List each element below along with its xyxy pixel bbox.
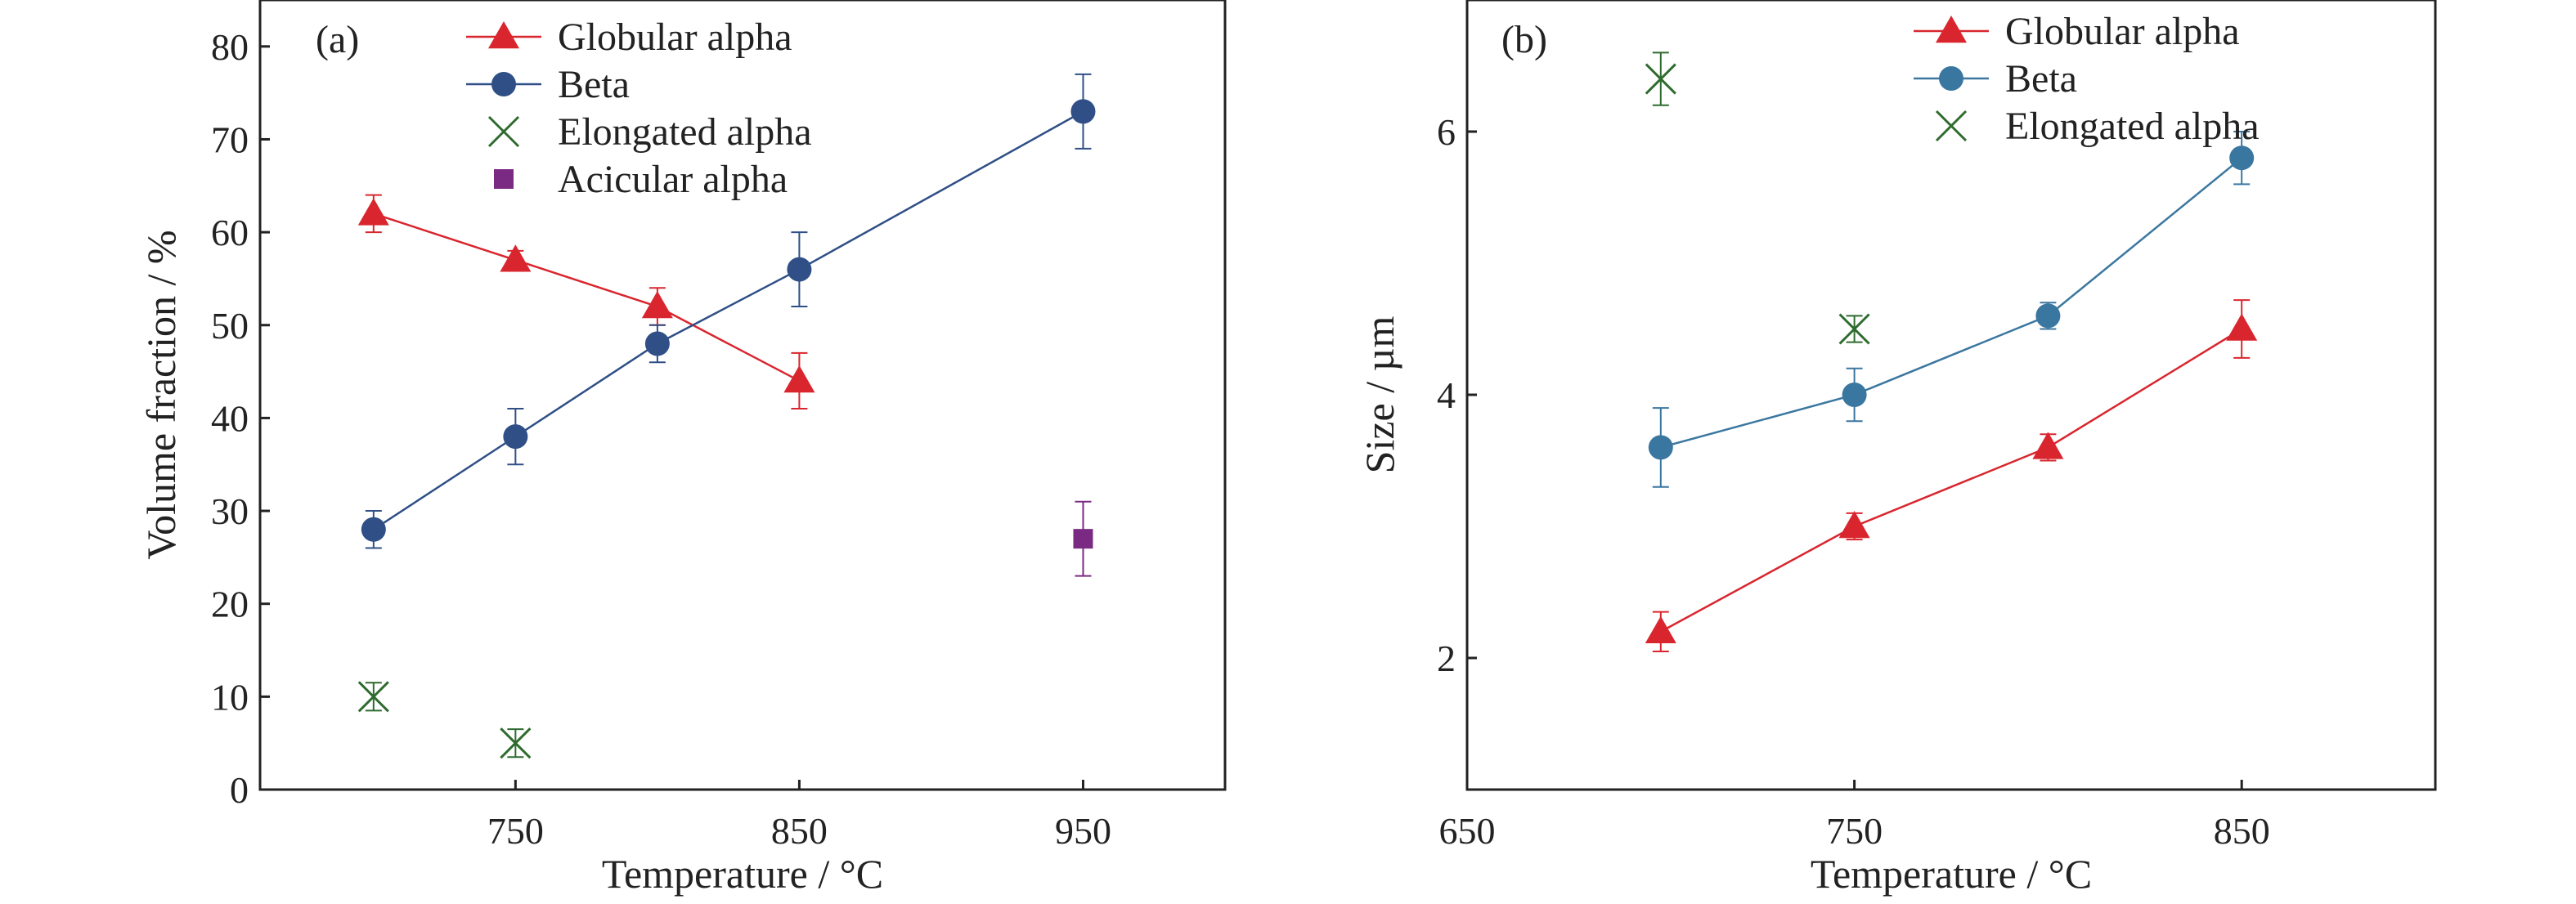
panel-a-legend-item-globular-alpha: Globular alpha [466,16,792,59]
panel-a-legend-label-elongated-alpha: Elongated alpha [558,110,812,154]
panel-a-x-axis-title: Temperature / °C [602,851,883,897]
panel-b-elongated-alpha-point-1 [1838,313,1870,345]
panel-a-x-tick-label-750: 750 [487,810,544,852]
panel-a-beta-point-4 [1070,99,1096,124]
panel-a-legend-marker-elongated-alpha-stroke-2 [487,115,520,148]
panel-b-legend-marker-elongated-alpha [1935,110,1968,142]
panel-a-legend-marker-elongated-alpha [487,115,520,148]
panel-b-plot-frame [1465,0,2437,791]
panel-a-beta-point-2 [644,331,670,356]
panel-a-series-acicular-alpha [1073,500,1093,577]
panel-b-legend-marker-globular-alpha [1936,16,1967,43]
panel-a-elongated-alpha-point-0 [357,681,389,713]
panel-b-beta-line [1660,157,2242,449]
panel-a-legend-marker-beta [491,72,516,96]
panel-b-size-chart: (b) Temperature / °C Size / µm 2 4 6 650 750… [1357,0,2437,897]
panel-a-y-axis-title: Volume fraction / % [138,230,184,559]
panel-b-globular-alpha-point-1 [1838,511,1870,539]
panel-b-globular-alpha-point-3 [2226,313,2258,341]
panel-a-x-tick-label-950: 950 [1055,810,1111,852]
panel-a-legend-item-acicular-alpha: Acicular alpha [494,158,788,201]
panel-b-y-tick-label-2: 2 [1437,638,1456,679]
panel-b-legend-label-globular-alpha: Globular alpha [2005,10,2240,53]
panel-a-ticks: 0 10 20 30 40 50 60 70 80 750 850 950 [211,26,1111,852]
panel-b-label: (b) [1501,18,1547,61]
panel-a-legend-label-acicular-alpha: Acicular alpha [558,158,788,201]
panel-b-elongated-alpha-point-0-stroke-2 [1645,63,1676,95]
panel-b-series [1645,51,2258,652]
panel-a-globular-alpha-point-2 [641,291,673,319]
panel-b-globular-alpha-line [1660,328,2242,633]
panel-a-beta-point-3 [787,257,812,282]
panel-b-legend-item-beta: Beta [1914,57,2077,101]
panel-b-y-tick-label-6: 6 [1437,111,1456,153]
panel-a-legend-label-globular-alpha: Globular alpha [558,16,792,59]
panel-a-y-tick-label-60: 60 [211,212,249,253]
panel-b-ticks: 2 4 6 650 750 850 [1437,111,2270,852]
panel-a-y-tick-label-10: 10 [211,676,249,718]
panel-b-beta-point-0 [1648,435,1673,460]
panel-b-legend-marker-elongated-alpha-stroke-2 [1935,110,1968,142]
panel-a-y-tick-label-30: 30 [211,490,249,532]
panel-a-y-tick-label-40: 40 [211,397,249,439]
panel-a-label: (a) [316,18,359,61]
panel-a-y-tick-label-80: 80 [211,26,249,68]
panel-b-x-tick-label-650: 650 [1439,810,1496,852]
panel-a-beta-point-0 [361,517,386,542]
panel-a-legend-label-beta: Beta [558,63,630,106]
panel-a-legend-marker-acicular-alpha [494,169,514,189]
panel-b-y-tick-label-4: 4 [1437,374,1456,416]
panel-a-globular-alpha-point-0 [357,198,389,226]
panel-a-elongated-alpha-point-1-stroke-2 [500,727,532,759]
panel-b-x-axis-title: Temperature / °C [1811,851,2092,897]
panel-b-elongated-alpha-point-0 [1645,63,1676,95]
panel-b-x-tick-label-750: 750 [1826,810,1883,852]
panel-a-globular-alpha-point-3 [783,365,815,393]
panel-a-y-tick-label-50: 50 [211,305,249,347]
panel-a-acicular-alpha-point-0 [1073,529,1093,549]
panel-a-beta-point-1 [503,424,528,450]
panel-b-globular-alpha-point-0 [1645,615,1676,644]
panel-b-legend-marker-beta [1939,66,1963,91]
panel-a-x-tick-label-850: 850 [771,810,828,852]
panel-a-plot-frame [258,0,1227,791]
panel-a-legend-item-beta: Beta [466,63,630,106]
panel-a-y-tick-label-0: 0 [230,769,249,811]
panel-b-globular-alpha-point-2 [2032,432,2064,459]
panel-b-series-elongated-alpha [1645,51,1870,345]
panel-a-legend-item-elongated-alpha: Elongated alpha [487,110,812,154]
panel-a-series-elongated-alpha [357,681,532,759]
panel-a-elongated-alpha-point-1 [500,727,532,759]
panel-b-legend-label-beta: Beta [2005,57,2077,101]
panel-a-y-tick-label-70: 70 [211,119,249,160]
panel-a-series-beta [361,73,1096,549]
panel-b-beta-point-1 [1842,383,1867,407]
panel-a-globular-alpha-line [373,213,800,383]
panel-b-beta-point-3 [2229,145,2255,171]
panel-a-series-globular-alpha [357,194,815,410]
panel-b-series-beta [1648,131,2255,488]
panel-b-legend-item-elongated-alpha: Elongated alpha [1935,105,2260,148]
panel-a-y-tick-label-20: 20 [211,584,249,625]
panel-b-elongated-alpha-point-1-stroke-2 [1838,313,1870,345]
panel-a-elongated-alpha-point-0-stroke-2 [357,681,389,713]
panel-b-series-globular-alpha [1645,299,2258,652]
panel-a-globular-alpha-point-1 [500,244,532,272]
panel-b-y-axis-title: Size / µm [1357,316,1402,474]
panel-a-volume-fraction-chart: (a) Temperature / °C Volume fraction / %… [138,0,1227,897]
panel-a-series [357,73,1096,759]
panel-b-legend-item-globular-alpha: Globular alpha [1914,10,2240,53]
panel-b-beta-point-2 [2035,303,2061,329]
panel-b-legend-label-elongated-alpha: Elongated alpha [2005,105,2260,148]
panel-a-legend-marker-globular-alpha [488,21,519,49]
panel-b-x-tick-label-850: 850 [2214,810,2270,852]
